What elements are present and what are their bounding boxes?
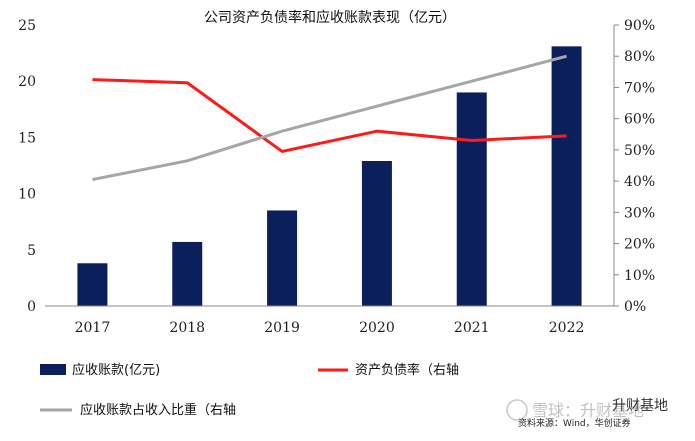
right-tick-label: 20%	[624, 237, 655, 253]
right-tick-label: 70%	[624, 80, 655, 96]
line-receivables-ratio	[92, 54, 567, 182]
left-tick-label: 25	[18, 18, 36, 34]
right-tick-label: 30%	[624, 205, 655, 221]
right-tick-label: 50%	[624, 143, 655, 159]
watermark-text: 雪球：升财基地	[532, 401, 644, 420]
source-note: 资料来源：Wind，华创证券	[518, 417, 631, 429]
bar-receivables	[551, 46, 582, 307]
right-tick-label: 80%	[624, 49, 655, 65]
legend-label-debt-ratio: 资产负债率（右轴	[355, 362, 459, 378]
left-axis: 0 5 10 15 20 25	[18, 18, 36, 315]
right-tick-label: 10%	[624, 268, 655, 284]
left-tick-label: 20	[18, 74, 36, 90]
bar-series	[77, 46, 582, 307]
x-tick-label: 2018	[169, 320, 205, 336]
left-tick-label: 5	[27, 243, 36, 259]
bar-receivables	[77, 263, 108, 306]
chart-title: 公司资产负债率和应收账款表现（亿元）	[204, 9, 456, 26]
x-tick-label: 2020	[359, 320, 395, 336]
x-tick-label: 2017	[75, 320, 111, 336]
watermark-brand: 升财基地	[612, 397, 668, 414]
bar-receivables	[456, 92, 487, 306]
x-axis: 2017 2018 2019 2020 2021 2022	[75, 320, 585, 336]
left-tick-label: 0	[27, 299, 36, 315]
legend-label-receivables: 应收账款(亿元)	[72, 362, 160, 378]
x-tick-label: 2022	[549, 320, 585, 336]
bar-receivables	[361, 161, 392, 306]
line-series	[92, 54, 567, 182]
right-tick-label: 0%	[624, 299, 646, 315]
line-debt-ratio	[92, 78, 567, 153]
x-tick-label: 2021	[454, 320, 490, 336]
x-tick-label: 2019	[264, 320, 300, 336]
right-axis: 0% 10% 20% 30% 40% 50% 60% 70% 80% 90%	[613, 18, 655, 315]
left-tick-label: 10	[18, 187, 36, 203]
bar-receivables	[267, 210, 298, 306]
snowball-logo-icon	[506, 399, 528, 421]
legend-swatch-receivables	[40, 364, 66, 375]
left-tick-label: 15	[18, 130, 36, 146]
right-tick-label: 40%	[624, 174, 655, 190]
legend: 应收账款(亿元) 资产负债率（右轴 应收账款占收入比重（右轴	[40, 362, 459, 418]
watermark: 雪球：升财基地	[506, 399, 644, 421]
bar-receivables	[172, 241, 203, 306]
legend-label-receivables-ratio: 应收账款占收入比重（右轴	[80, 402, 236, 418]
right-tick-label: 90%	[624, 18, 655, 34]
right-tick-label: 60%	[624, 112, 655, 128]
